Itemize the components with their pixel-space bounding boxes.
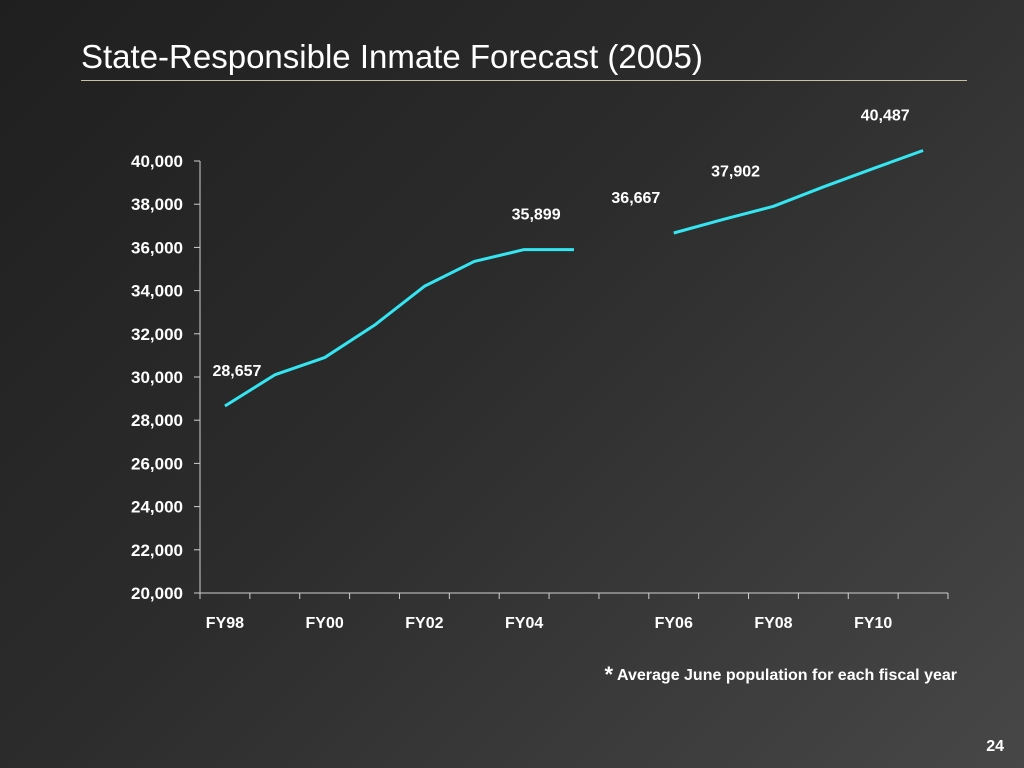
- x-tick-label: FY06: [655, 615, 693, 632]
- y-tick-label: 32,000: [131, 325, 183, 344]
- x-tick-label: FY00: [306, 615, 344, 632]
- y-tick-label: 36,000: [131, 238, 183, 257]
- data-labels: 28,657 35,899 36,667 37,902 40,487: [212, 107, 909, 380]
- x-tick-label: FY98: [206, 615, 244, 632]
- x-tick-label: FY10: [854, 615, 892, 632]
- data-label: 36,667: [611, 190, 660, 207]
- data-label: 28,657: [212, 363, 261, 380]
- y-axis: 20,000 22,000 24,000 26,000 28,000 30,000 32,0…: [131, 152, 201, 603]
- page-number: 24: [986, 738, 1004, 755]
- y-tick-label: 30,000: [131, 368, 183, 387]
- y-tick-label: 40,000: [131, 152, 183, 171]
- series-line-1: [224, 248, 574, 408]
- series-line-2: [673, 149, 924, 235]
- y-tick-label: 22,000: [131, 541, 183, 560]
- x-tick-label: FY04: [505, 615, 543, 632]
- footnote: * Average June population for each fiscal…: [604, 662, 957, 688]
- title-underline: [81, 80, 967, 81]
- footnote-text: Average June population for each fiscal …: [617, 667, 957, 684]
- data-label: 40,487: [861, 107, 910, 124]
- x-axis: FY98 FY00 FY02 FY04 FY06 FY08 FY10: [199, 592, 949, 632]
- y-tick-label: 24,000: [131, 498, 183, 517]
- x-tick-label: FY02: [405, 615, 443, 632]
- y-tick-label: 26,000: [131, 454, 183, 473]
- series-group: [224, 149, 924, 408]
- data-label: 35,899: [512, 207, 561, 224]
- x-tick-label: FY08: [754, 615, 792, 632]
- data-label: 37,902: [711, 163, 760, 180]
- y-tick-label: 34,000: [131, 282, 183, 301]
- y-tick-label: 28,000: [131, 411, 183, 430]
- y-tick-label: 38,000: [131, 195, 183, 214]
- slide-title: State-Responsible Inmate Forecast (2005): [81, 38, 703, 75]
- footnote-mark: *: [604, 662, 614, 687]
- y-tick-label: 20,000: [131, 584, 183, 603]
